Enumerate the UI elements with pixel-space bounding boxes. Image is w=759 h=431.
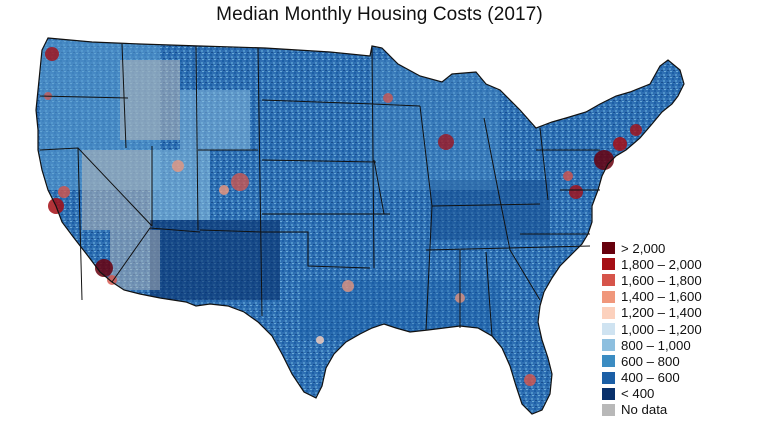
legend-swatch [602,403,615,416]
legend-swatch [602,371,615,384]
legend-item: 1,800 – 2,000 [602,256,702,272]
map-title: Median Monthly Housing Costs (2017) [216,4,543,25]
legend-swatch [602,274,615,287]
legend-label: 800 – 1,000 [621,337,691,353]
legend-label: 1,400 – 1,600 [621,289,702,305]
legend-swatch [602,387,615,400]
legend-swatch [602,258,615,271]
legend-label: No data [621,402,668,418]
legend-item: 1,200 – 1,400 [602,305,702,321]
legend-label: < 400 [621,386,655,402]
legend-swatch [602,323,615,336]
legend-label: 1,600 – 1,800 [621,272,702,288]
legend-label: 1,000 – 1,200 [621,321,702,337]
legend-item: < 400 [602,386,702,402]
legend-item: 1,000 – 1,200 [602,321,702,337]
legend-item: 400 – 600 [602,370,702,386]
legend-swatch [602,290,615,303]
legend: > 2,000 1,800 – 2,000 1,600 – 1,800 1,40… [602,240,702,418]
legend-item: No data [602,402,702,418]
legend-label: 400 – 600 [621,370,680,386]
legend-swatch [602,339,615,352]
legend-label: 1,800 – 2,000 [621,256,702,272]
state-borders [35,37,685,415]
legend-label: 600 – 800 [621,353,680,369]
legend-item: 600 – 800 [602,353,702,369]
legend-swatch [602,355,615,368]
legend-item: 800 – 1,000 [602,337,702,353]
legend-swatch [602,242,615,255]
legend-item: 1,400 – 1,600 [602,289,702,305]
legend-swatch [602,306,615,319]
high-cost-hotspots [44,47,642,386]
legend-label: > 2,000 [621,240,666,256]
legend-item: 1,600 – 1,800 [602,272,702,288]
legend-item: > 2,000 [602,240,702,256]
legend-label: 1,200 – 1,400 [621,305,702,321]
